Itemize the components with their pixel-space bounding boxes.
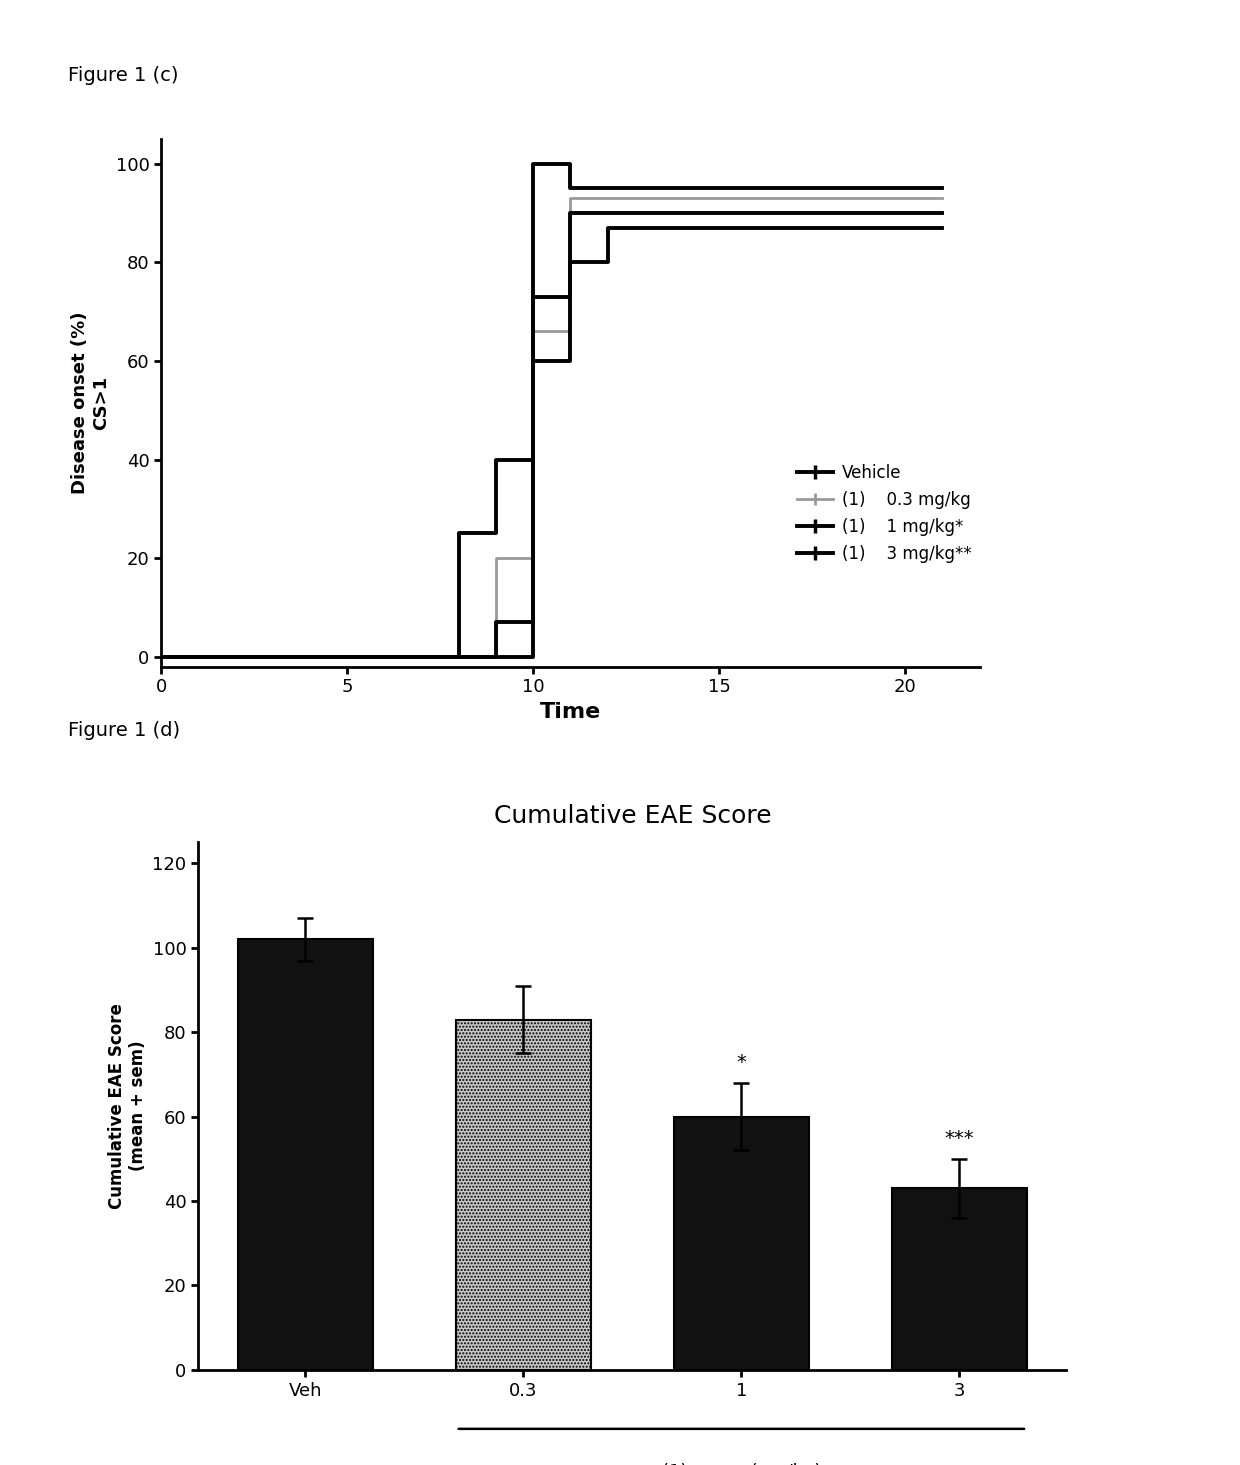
Y-axis label: Disease onset (%)
CS>1: Disease onset (%) CS>1 xyxy=(71,312,110,494)
Bar xyxy=(892,1188,1027,1370)
Legend: Vehicle, (1)    0.3 mg/kg, (1)    1 mg/kg*, (1)    3 mg/kg**: Vehicle, (1) 0.3 mg/kg, (1) 1 mg/kg*, (1… xyxy=(796,464,971,564)
Text: Figure 1 (d): Figure 1 (d) xyxy=(68,721,180,740)
Y-axis label: Cumulative EAE Score
(mean + sem): Cumulative EAE Score (mean + sem) xyxy=(108,1004,146,1209)
Text: Figure 1 (c): Figure 1 (c) xyxy=(68,66,179,85)
X-axis label: Time: Time xyxy=(539,702,601,722)
Text: *: * xyxy=(737,1053,746,1072)
Text: ***: *** xyxy=(945,1130,975,1149)
Text: (1)           (mg/kg): (1) (mg/kg) xyxy=(662,1462,821,1465)
Bar xyxy=(456,1020,591,1370)
Bar xyxy=(673,1116,808,1370)
Title: Cumulative EAE Score: Cumulative EAE Score xyxy=(494,804,771,828)
Bar xyxy=(238,939,373,1370)
